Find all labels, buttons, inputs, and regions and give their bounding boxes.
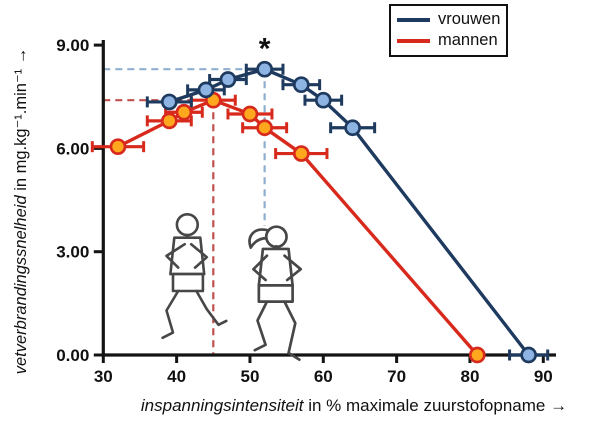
y-axis-label: vetverbrandingssnelheid in mg.kg⁻¹.min⁻¹… bbox=[11, 26, 33, 396]
peak-reference-dashed-lines bbox=[103, 68, 266, 355]
svg-text:70: 70 bbox=[387, 367, 406, 386]
male-runner-figure bbox=[161, 213, 228, 340]
legend-line-vrouwen-swatch bbox=[397, 17, 430, 22]
female-runner-figure bbox=[248, 225, 303, 362]
y-axis-label-units: in mg.kg⁻¹.min⁻¹ → bbox=[12, 47, 30, 196]
legend-label-vrouwen: vrouwen bbox=[438, 10, 501, 29]
axes: 0.00 3.00 6.00 9.00 30 40 50 60 70 80 90 bbox=[56, 36, 556, 386]
svg-text:80: 80 bbox=[461, 367, 480, 386]
svg-text:0.00: 0.00 bbox=[56, 346, 89, 365]
svg-text:90: 90 bbox=[534, 367, 553, 386]
svg-text:6.00: 6.00 bbox=[56, 139, 89, 158]
x-axis-label-italic: inspanningsintensiteit bbox=[140, 396, 304, 415]
data-series-lines bbox=[90, 63, 550, 361]
svg-text:3.00: 3.00 bbox=[56, 243, 89, 262]
legend: vrouwen mannen bbox=[389, 4, 509, 57]
y-axis-label-italic: vetverbrandingssnelheid bbox=[12, 195, 30, 375]
svg-text:30: 30 bbox=[94, 367, 113, 386]
svg-text:40: 40 bbox=[167, 367, 186, 386]
x-axis-label-units: in % maximale zuurstofopname → bbox=[303, 396, 568, 415]
legend-label-mannen: mannen bbox=[438, 31, 498, 50]
svg-text:60: 60 bbox=[314, 367, 333, 386]
legend-line-mannen-swatch bbox=[397, 38, 430, 43]
svg-text:*: * bbox=[259, 32, 271, 65]
legend-item-vrouwen: vrouwen bbox=[397, 9, 500, 30]
svg-text:50: 50 bbox=[241, 367, 260, 386]
annotations: * bbox=[259, 32, 271, 65]
x-axis-label: inspanningsintensiteit in % maximale zuu… bbox=[118, 396, 590, 416]
data-series-markers bbox=[109, 60, 537, 364]
legend-item-mannen: mannen bbox=[397, 30, 500, 51]
svg-text:9.00: 9.00 bbox=[56, 36, 89, 55]
